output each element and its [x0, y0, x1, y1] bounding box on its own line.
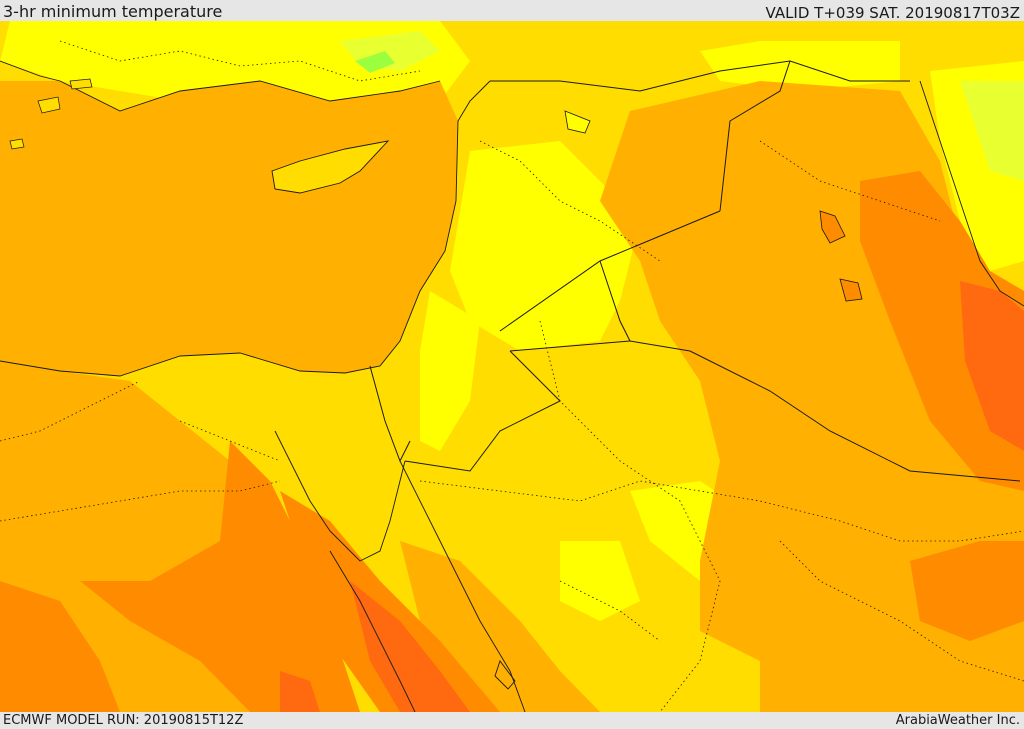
footer-bar: ECMWF MODEL RUN: 20190815T12Z ArabiaWeat… [0, 712, 1024, 729]
valid-time: VALID T+039 SAT. 20190817T03Z [765, 4, 1020, 22]
hottest-zones [280, 281, 1024, 712]
model-run-label: ECMWF MODEL RUN: 20190815T12Z [3, 713, 244, 728]
lake-1 [819, 210, 846, 244]
coolest-zone [355, 51, 395, 73]
header-bar: 3-hr minimum temperature VALID T+039 SAT… [0, 0, 1024, 22]
mediterranean-sea [0, 81, 458, 376]
map-canvas [0, 21, 1024, 712]
map-title: 3-hr minimum temperature [3, 2, 223, 21]
national-borders [369, 60, 1021, 482]
temperature-map [0, 21, 1024, 712]
regional-borders [0, 40, 1024, 712]
lake-3 [564, 110, 591, 134]
lake-2 [839, 278, 863, 302]
aegean-islands [9, 78, 93, 150]
coastlines [0, 60, 1024, 712]
credit-label: ArabiaWeather Inc. [895, 713, 1020, 728]
cyprus-island [271, 140, 390, 194]
